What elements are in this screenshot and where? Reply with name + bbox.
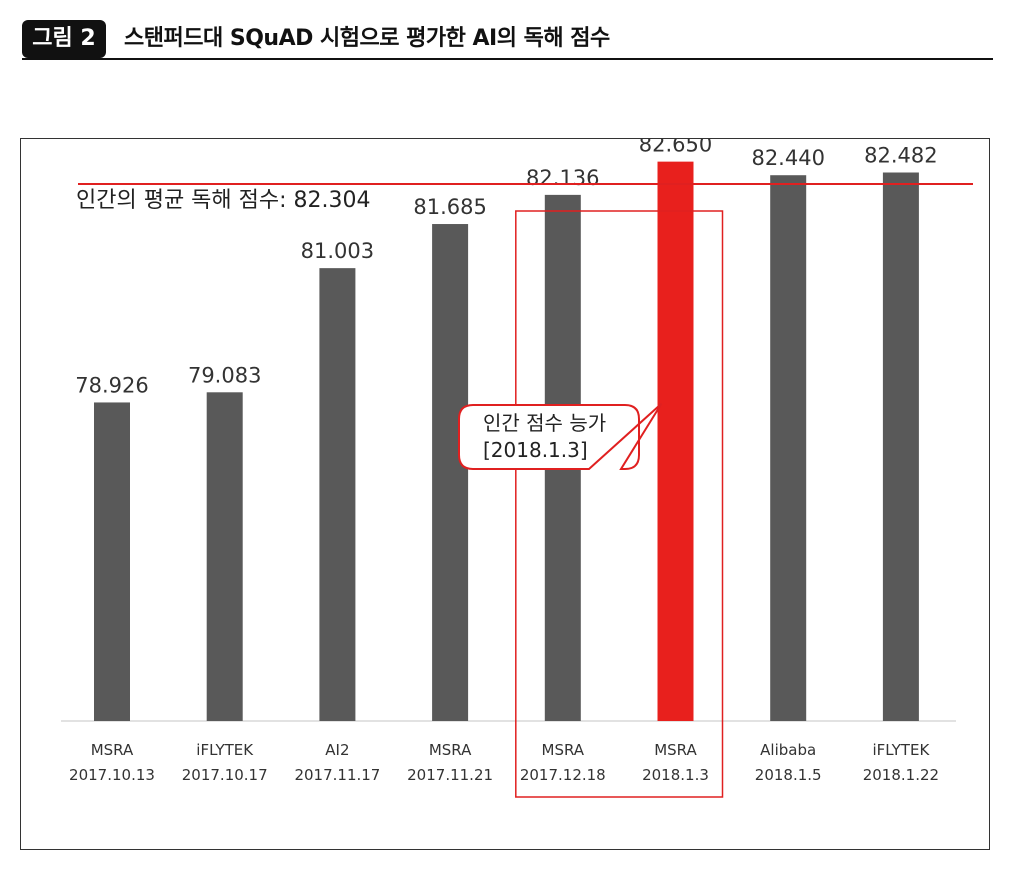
tick-label-name-3: MSRA [429,741,472,759]
value-label-7: 82.482 [864,143,937,167]
bar-chart: 78.926 79.083 81.003 81.685 82.136 82.650 82.4… [61,139,973,798]
tick-label-name-0: MSRA [91,741,134,759]
bar-7 [882,172,919,722]
tick-label-name-4: MSRA [542,741,585,759]
bar-2 [319,268,356,721]
value-label-5: 82.650 [639,139,712,157]
tick-label-name-2: AI2 [325,741,349,759]
bar-1 [206,392,243,721]
highlight-box [515,210,724,798]
human-reference-label: 인간의 평균 독해 점수: 82.304 [76,188,371,213]
tick-label-name-7: iFLYTEK [872,741,930,759]
value-label-1: 79.083 [188,363,261,387]
tick-label-name-6: Alibaba [760,741,816,759]
tick-label-date-3: 2017.11.21 [407,766,493,784]
bar-6 [770,175,807,722]
tick-label-date-2: 2017.11.17 [294,766,380,784]
tick-label-date-4: 2017.12.18 [520,766,606,784]
tick-label-date-0: 2017.10.13 [69,766,155,784]
value-label-3: 81.685 [413,195,486,219]
figure-badge: 그림 2 [22,20,106,58]
figure-title: 스탠퍼드대 SQuAD 시험으로 평가한 AI의 독해 점수 [124,26,610,51]
chart-frame: 78.926 79.083 81.003 81.685 82.136 82.650 82.4… [20,138,990,850]
title-rule [22,58,993,60]
tick-label-name-5: MSRA [654,741,697,759]
callout-line1: 인간 점수 능가 [483,411,606,435]
bar-0 [94,402,130,721]
annotation-callout: 인간 점수 능가 [2018.1.3] [458,402,663,470]
bar-3 [432,224,469,721]
tick-label-date-5: 2018.1.3 [642,766,709,784]
tick-label-date-6: 2018.1.5 [755,766,822,784]
callout-line2: [2018.1.3] [483,438,588,462]
value-label-2: 81.003 [301,239,374,263]
value-label-4: 82.136 [526,166,599,190]
tick-label-date-1: 2017.10.17 [182,766,268,784]
value-labels-layer: 78.926 79.083 81.003 81.685 82.136 82.650 82.4… [75,139,937,397]
tick-label-date-7: 2018.1.22 [863,766,939,784]
value-label-6: 82.440 [751,146,824,170]
tick-labels-layer: MSRA 2017.10.13 iFLYTEK 2017.10.17 AI2 2017.1… [69,741,939,784]
bar-5 [657,161,694,722]
tick-label-name-1: iFLYTEK [196,741,254,759]
callout-bubble [458,402,663,470]
value-label-0: 78.926 [75,373,148,397]
